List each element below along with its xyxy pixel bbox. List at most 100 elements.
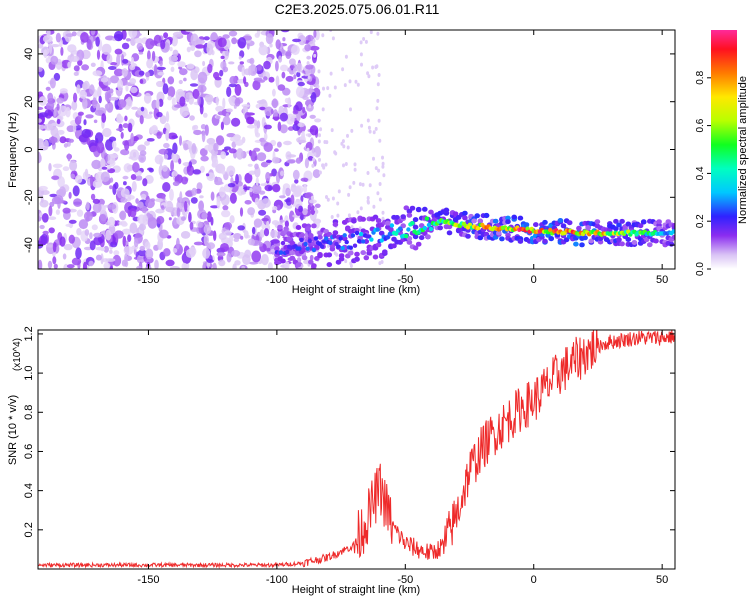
noise-blob xyxy=(70,55,80,62)
noise-blob xyxy=(73,198,83,207)
y-tick-label: 0.6 xyxy=(23,444,35,459)
ridge-halo xyxy=(647,242,653,248)
noise-blob xyxy=(300,195,304,203)
noise-blob xyxy=(217,37,227,48)
ridge-halo xyxy=(505,215,511,221)
noise-blob xyxy=(83,211,93,222)
ridge-halo xyxy=(492,218,499,224)
noise-blob xyxy=(233,238,239,243)
ridge-halo xyxy=(308,233,314,238)
noise-blob xyxy=(293,74,297,80)
noise-blob xyxy=(279,219,285,223)
noise-blob xyxy=(126,96,132,107)
ridge-halo xyxy=(517,215,524,221)
noise-blob xyxy=(170,160,175,172)
ridge-core xyxy=(319,244,325,249)
noise-blob xyxy=(199,148,208,157)
ridge-core xyxy=(338,236,343,241)
noise-blob xyxy=(109,75,120,84)
bottom-y-axis-label: SNR (10 * v/v) xyxy=(7,395,19,465)
noise-blob xyxy=(215,105,224,112)
noise-dot xyxy=(381,155,384,160)
noise-blob xyxy=(76,209,84,217)
noise-blob xyxy=(40,233,48,246)
ridge-core xyxy=(385,235,390,240)
noise-blob xyxy=(107,216,116,227)
noise-blob xyxy=(85,201,90,211)
ridge-halo xyxy=(360,216,367,222)
noise-blob xyxy=(134,37,143,44)
noise-blob xyxy=(189,221,194,230)
noise-blob xyxy=(107,203,117,210)
noise-blob xyxy=(218,259,226,267)
noise-blob xyxy=(53,72,61,81)
noise-blob xyxy=(39,212,43,218)
noise-blob xyxy=(93,232,102,238)
noise-blob xyxy=(77,111,84,116)
x-tick-label: -50 xyxy=(397,574,413,586)
noise-blob xyxy=(146,138,155,142)
noise-blob xyxy=(156,66,166,71)
noise-blob xyxy=(150,198,155,202)
noise-blob xyxy=(256,120,261,129)
noise-blob xyxy=(55,32,62,43)
noise-dot xyxy=(317,139,321,144)
ridge-halo xyxy=(406,239,413,245)
noise-blob xyxy=(78,134,89,143)
noise-dot xyxy=(312,38,316,43)
noise-blob xyxy=(247,163,253,167)
noise-blob xyxy=(254,163,259,170)
noise-blob xyxy=(232,263,237,269)
noise-blob xyxy=(109,185,113,190)
noise-blob xyxy=(249,187,253,193)
noise-blob xyxy=(295,157,302,164)
noise-blob xyxy=(156,208,162,214)
noise-blob xyxy=(172,31,183,37)
ridge-halo xyxy=(412,224,419,230)
ridge-halo xyxy=(332,230,339,236)
noise-blob xyxy=(50,126,59,137)
spectrogram-heatmap xyxy=(38,30,675,269)
noise-dot xyxy=(364,39,368,44)
ridge-halo xyxy=(280,258,286,264)
noise-blob xyxy=(90,30,96,36)
noise-blob xyxy=(254,197,260,206)
noise-blob xyxy=(176,207,181,218)
noise-blob xyxy=(275,60,279,72)
ridge-core xyxy=(387,231,393,237)
noise-blob xyxy=(204,144,214,151)
y-tick-label: 1.0 xyxy=(23,365,35,380)
noise-dot xyxy=(372,204,376,209)
noise-blob xyxy=(287,126,294,131)
noise-dot xyxy=(331,36,335,41)
noise-dot xyxy=(313,53,317,58)
ridge-halo xyxy=(582,235,588,241)
noise-blob xyxy=(165,200,174,213)
noise-blob xyxy=(140,193,147,200)
noise-dot xyxy=(330,128,334,133)
noise-blob xyxy=(180,231,191,239)
noise-blob xyxy=(67,61,72,69)
noise-blob xyxy=(120,220,127,226)
noise-blob xyxy=(92,198,101,204)
ridge-core xyxy=(297,246,302,251)
noise-blob xyxy=(41,213,49,223)
noise-blob xyxy=(280,170,285,177)
noise-blob xyxy=(109,249,113,254)
noise-blob xyxy=(231,250,241,257)
noise-blob xyxy=(38,106,44,111)
ridge-halo xyxy=(443,207,450,213)
noise-blob xyxy=(48,216,57,220)
noise-blob xyxy=(139,150,147,157)
noise-blob xyxy=(121,228,132,235)
noise-blob xyxy=(307,156,314,161)
noise-blob xyxy=(141,205,147,214)
noise-blob xyxy=(67,44,77,53)
noise-blob xyxy=(291,44,300,56)
noise-blob xyxy=(219,69,224,77)
ridge-halo xyxy=(415,206,422,212)
noise-blob xyxy=(138,51,144,55)
noise-blob xyxy=(190,197,198,204)
noise-blob xyxy=(68,219,77,224)
